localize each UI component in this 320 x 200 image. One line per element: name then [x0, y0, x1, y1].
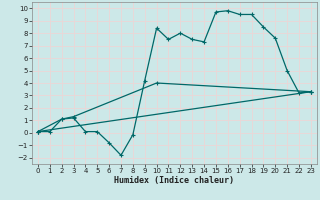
X-axis label: Humidex (Indice chaleur): Humidex (Indice chaleur) — [115, 176, 234, 185]
